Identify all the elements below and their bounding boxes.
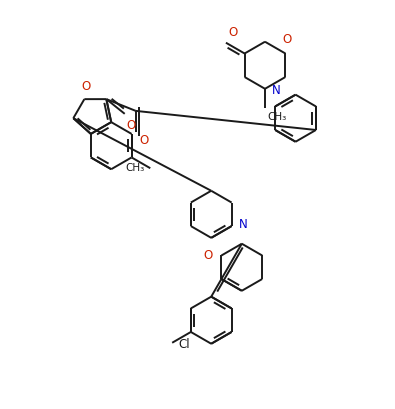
Text: O: O <box>127 119 136 132</box>
Text: O: O <box>140 135 149 147</box>
Text: CH₃: CH₃ <box>125 163 145 173</box>
Text: N: N <box>239 218 247 231</box>
Text: O: O <box>203 249 213 262</box>
Text: CH₃: CH₃ <box>267 112 286 122</box>
Text: N: N <box>272 84 281 97</box>
Text: O: O <box>283 34 292 47</box>
Text: O: O <box>82 80 91 93</box>
Text: Cl: Cl <box>178 338 190 351</box>
Text: O: O <box>228 26 237 39</box>
